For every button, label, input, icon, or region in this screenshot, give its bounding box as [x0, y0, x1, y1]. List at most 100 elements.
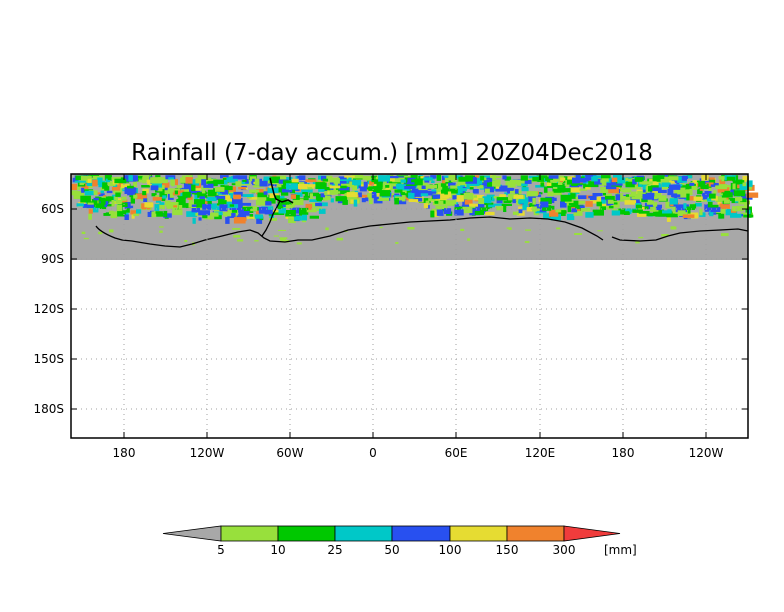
rain-cell: [579, 188, 588, 191]
rain-cell: [147, 211, 152, 217]
rain-cell: [548, 175, 559, 179]
rain-cell: [560, 201, 567, 208]
rain-cell: [150, 177, 162, 184]
rain-cell: [353, 199, 358, 207]
rain-cell: [198, 210, 210, 216]
rain-cell: [436, 184, 446, 190]
rain-cell: [315, 182, 327, 189]
latitude-tick-label: 60S: [41, 202, 64, 216]
rain-cell: [92, 179, 98, 187]
rain-cell: [173, 205, 178, 208]
rain-cell: [278, 207, 286, 214]
rain-cell: [329, 189, 339, 195]
rain-cell: [213, 210, 224, 213]
rain-cell: [296, 242, 302, 245]
rain-cell: [201, 179, 206, 186]
rain-cell: [111, 200, 115, 207]
rain-cell: [421, 185, 426, 189]
colorbar-level-label: 50: [384, 543, 399, 557]
rain-cell: [725, 196, 729, 202]
rain-cell: [506, 199, 518, 202]
rain-cell: [257, 195, 267, 201]
rain-cell: [462, 206, 473, 213]
rain-cell: [246, 216, 259, 219]
rain-cell: [394, 197, 399, 205]
rain-cell: [710, 184, 715, 187]
rain-cell: [273, 235, 279, 237]
rain-cell: [233, 194, 241, 200]
rain-cell: [738, 200, 750, 205]
rain-cell: [550, 192, 562, 196]
rain-cell: [621, 188, 632, 193]
rain-cell: [174, 206, 182, 212]
rain-cell: [418, 188, 428, 195]
rain-cell: [692, 180, 697, 188]
rain-cell: [83, 237, 89, 240]
rain-cell: [159, 230, 163, 233]
rain-cell: [630, 191, 642, 196]
rain-cell: [163, 213, 172, 218]
rain-cell: [477, 179, 490, 183]
rain-cell: [742, 182, 747, 187]
rain-cell: [143, 198, 148, 202]
colorbar-swatch: [220, 525, 279, 542]
rain-cell: [162, 195, 167, 199]
rain-cell: [172, 209, 183, 216]
rain-cell: [193, 188, 202, 191]
rain-cell: [742, 175, 749, 182]
rain-cell: [157, 187, 163, 192]
rain-cell: [599, 203, 612, 207]
rain-cell: [624, 200, 637, 205]
rain-cell: [398, 199, 407, 205]
rain-cell: [176, 185, 182, 189]
rain-cell: [573, 211, 583, 216]
rain-cell: [182, 191, 191, 198]
rain-cell: [561, 176, 571, 183]
rain-cell: [677, 193, 688, 198]
rain-cell: [747, 209, 751, 214]
rain-cell: [255, 199, 266, 206]
rain-cell: [473, 194, 484, 201]
rain-cell: [501, 203, 512, 206]
rain-cell: [499, 194, 506, 197]
rain-cell: [165, 175, 176, 180]
rain-cell: [229, 204, 235, 207]
rain-cell: [658, 195, 667, 201]
rain-cell: [170, 179, 175, 186]
rain-cell: [183, 184, 194, 190]
rain-cell: [81, 231, 86, 234]
rain-cell: [517, 183, 528, 187]
rain-cell: [114, 196, 118, 200]
rain-cell: [560, 194, 572, 202]
rain-cell: [601, 175, 611, 179]
rain-cell: [495, 185, 508, 192]
rain-cell: [708, 187, 712, 192]
rain-cell: [746, 192, 759, 198]
rain-cell: [191, 204, 200, 207]
rain-cell: [335, 196, 348, 202]
rain-cell: [485, 211, 495, 216]
rain-cell: [363, 177, 368, 180]
rain-cell: [597, 230, 603, 232]
rain-cell: [525, 229, 531, 231]
rain-cell: [215, 187, 225, 192]
rain-cell: [709, 210, 714, 217]
longitude-tick-label: 180: [612, 446, 635, 460]
rain-cell: [592, 193, 603, 196]
rain-cell: [256, 217, 263, 224]
rain-cell: [76, 203, 84, 207]
rain-cell: [522, 185, 527, 189]
rain-cell: [594, 178, 602, 185]
rain-cell: [660, 179, 670, 185]
rain-cell: [496, 197, 508, 201]
rain-cell: [207, 189, 217, 197]
rain-cell: [540, 182, 545, 187]
rain-cell: [478, 198, 485, 205]
rain-cell: [650, 192, 662, 199]
rain-cell: [115, 200, 123, 204]
rain-cell: [444, 200, 457, 206]
rain-cell: [574, 205, 580, 208]
rain-cell: [98, 193, 105, 197]
rain-cell: [542, 205, 552, 211]
rain-cell: [242, 206, 253, 209]
